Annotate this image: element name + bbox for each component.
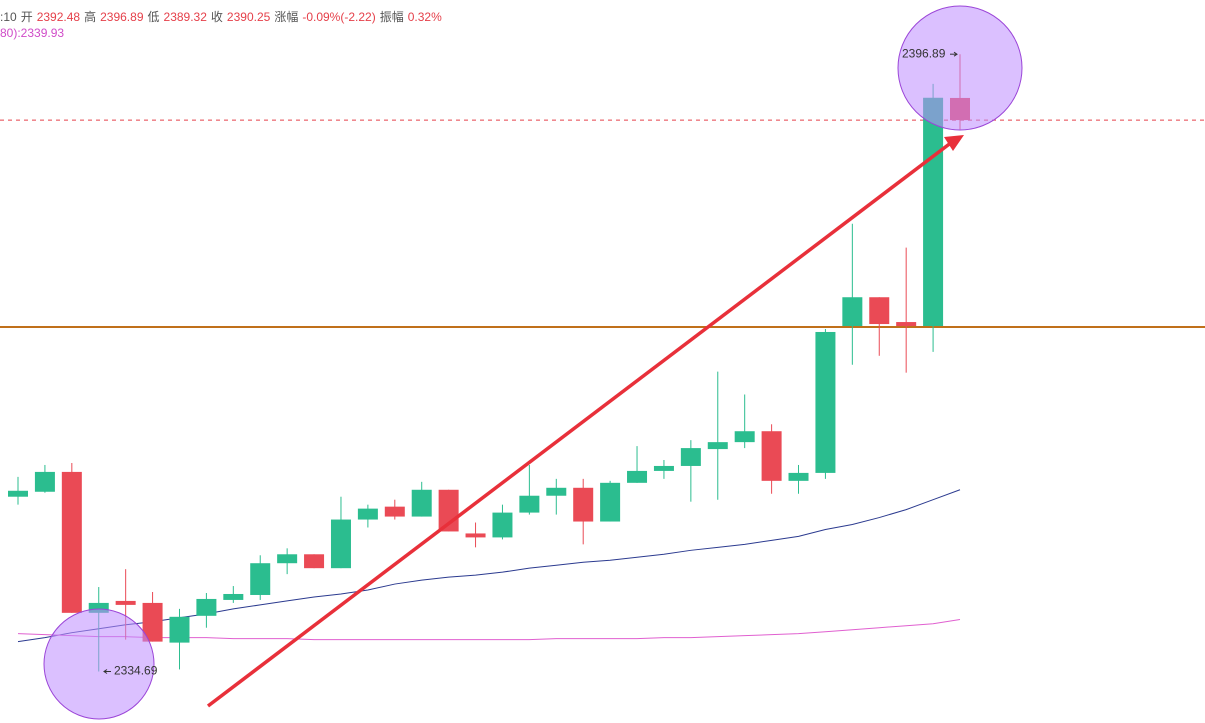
candle-body xyxy=(627,470,648,483)
highlight-circle xyxy=(897,5,1023,131)
candle-body xyxy=(8,490,28,497)
candle-body xyxy=(492,512,513,538)
candle-body xyxy=(465,533,486,538)
candle-body xyxy=(546,487,567,496)
candle-body xyxy=(573,487,594,522)
candle-body xyxy=(869,297,890,325)
quote-header: :10 开 2392.48 高 2396.89 低 2389.32 收 2390.25 涨幅 -0.… xyxy=(0,8,446,25)
header-item: -0.09%(-2.22) xyxy=(302,10,376,24)
arrow-head xyxy=(944,135,964,151)
candle-body xyxy=(169,616,190,643)
label-arrow xyxy=(103,669,108,674)
candle-body xyxy=(34,471,55,492)
min-label: 2334.69 xyxy=(114,664,158,678)
header-item: 开 xyxy=(20,10,33,24)
candle-body xyxy=(653,465,674,471)
candle-body xyxy=(61,471,82,613)
header-item: 高 xyxy=(84,10,97,24)
candle-body xyxy=(196,598,217,616)
highlight-circle xyxy=(43,608,155,720)
candle-body xyxy=(330,519,351,569)
candle-body xyxy=(923,97,944,327)
max-label: 2396.89 xyxy=(902,46,946,60)
label-arrow xyxy=(953,51,958,57)
candle-body xyxy=(896,322,917,327)
candle-body xyxy=(223,593,244,600)
ma-label: 80):2339.93 xyxy=(0,26,65,40)
candle-body xyxy=(411,489,432,517)
candle-body xyxy=(815,331,836,473)
candle-body xyxy=(357,508,378,520)
candle-body xyxy=(142,602,163,642)
candle-body xyxy=(250,563,271,595)
candle-body xyxy=(788,472,809,481)
candle-body xyxy=(115,600,136,605)
candle-body xyxy=(600,482,621,522)
candle-body xyxy=(277,554,298,564)
header-item: 涨幅 xyxy=(274,10,299,24)
candle-body xyxy=(88,602,109,613)
header-item: 2389.32 xyxy=(163,10,207,24)
header-item: 低 xyxy=(147,10,160,24)
header-item: 2390.25 xyxy=(226,10,271,24)
candle-body xyxy=(842,297,863,327)
candle-body xyxy=(304,554,325,569)
header-item: 2396.89 xyxy=(100,10,144,24)
candle-body xyxy=(761,431,782,481)
header-item: 0.32% xyxy=(407,10,442,24)
header-item: :10 xyxy=(0,10,17,24)
candle-body xyxy=(734,431,755,443)
header-item: 振幅 xyxy=(379,10,404,24)
trend-arrow xyxy=(206,140,954,708)
header-item: 2392.48 xyxy=(36,10,81,24)
candle-body xyxy=(680,448,701,466)
candle-body xyxy=(519,495,540,513)
candle-body xyxy=(384,506,405,517)
header-item: 收 xyxy=(210,10,223,24)
candle-body xyxy=(707,442,728,450)
